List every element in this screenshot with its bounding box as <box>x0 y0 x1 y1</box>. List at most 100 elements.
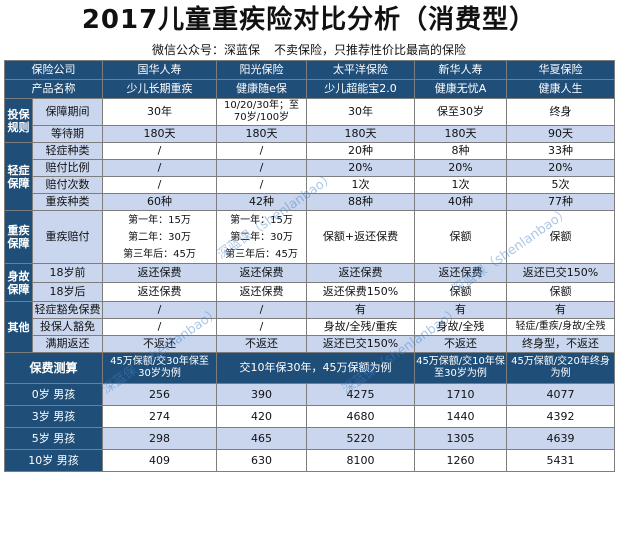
table-cell: 180天 <box>216 125 307 143</box>
table-cell: 5431 <box>506 449 615 472</box>
table-cell: 465 <box>216 427 307 450</box>
table-cell: 8100 <box>306 449 415 472</box>
section-other: 其他 <box>4 301 33 353</box>
row-label: 重疾种类 <box>32 193 103 211</box>
table-cell: 420 <box>216 405 307 428</box>
table-cell: 409 <box>102 449 217 472</box>
table-cell: / <box>216 301 307 319</box>
row-quote: 5岁 男孩 298 465 5220 1305 4639 <box>4 427 615 450</box>
table-cell: 1305 <box>414 427 507 450</box>
crit-pay-line: 第三年后：45万 <box>225 248 298 260</box>
header-cell: 华夏保险 <box>506 60 615 80</box>
row-label: 赔付比例 <box>32 159 103 177</box>
header-row-company: 保险公司 国华人寿 阳光保险 太平洋保险 新华人寿 华夏保险 <box>4 60 615 80</box>
table-cell: 有 <box>306 301 415 319</box>
table-cell: 88种 <box>306 193 415 211</box>
row-death-before: 身故保障 18岁前 返还保费 返还保费 返还保费 返还保费 返还已交150% <box>4 263 615 302</box>
section-mild: 轻症保障 <box>4 142 33 211</box>
quote-header-cell: 45万保额/交30年保至30岁为例 <box>102 352 217 384</box>
table-cell: 1次 <box>306 176 415 194</box>
header-cell: 太平洋保险 <box>306 60 415 80</box>
table-cell: 保额 <box>506 210 615 264</box>
header-cell: 新华人寿 <box>414 60 507 80</box>
table-cell: 返还已交150% <box>506 263 615 283</box>
header-cell: 健康随e保 <box>216 79 307 99</box>
crit-pay-line: 第二年：30万 <box>128 231 191 243</box>
table-cell: 40种 <box>414 193 507 211</box>
crit-pay-line: 第一年：15万 <box>128 214 191 226</box>
table-cell: / <box>102 301 217 319</box>
table-cell: 返还已交150% <box>306 335 415 353</box>
table-cell: 身故/全残/重疾 <box>306 318 415 336</box>
table-cell: 返还保费 <box>102 263 217 283</box>
table-cell: 4639 <box>506 427 615 450</box>
table-cell: 33种 <box>506 142 615 160</box>
table-cell: 180天 <box>102 125 217 143</box>
table-cell: 终身型，不返还 <box>506 335 615 353</box>
quote-label: 3岁 男孩 <box>4 405 103 428</box>
quote-header-cell: 45万保额/交10年保至30岁为例 <box>414 352 507 384</box>
table-cell: / <box>102 176 217 194</box>
header-cell: 产品名称 <box>4 79 103 99</box>
table-cell: 5次 <box>506 176 615 194</box>
header-cell: 国华人寿 <box>102 60 217 80</box>
table-cell: 42种 <box>216 193 307 211</box>
row-period: 投保规则 保障期间 30年 10/20/30年；至70岁/100岁 30年 保至… <box>4 98 615 143</box>
table-cell: 有 <box>506 301 615 319</box>
row-crit-kinds: 重疾种类 60种 42种 88种 40种 77种 <box>5 193 615 211</box>
row-label: 18岁后 <box>32 282 103 302</box>
table-cell: / <box>102 159 217 177</box>
row-quote: 3岁 男孩 274 420 4680 1440 4392 <box>4 405 615 428</box>
table-cell: / <box>216 142 307 160</box>
table-cell: 保额 <box>414 282 507 302</box>
subtitle-slogan: 不卖保险，只推荐性价比最高的保险 <box>274 43 467 57</box>
table-cell: 1440 <box>414 405 507 428</box>
section-death: 身故保障 <box>4 263 33 302</box>
table-cell: 不返还 <box>216 335 307 353</box>
table-cell: 轻症/重疾/身故/全残 <box>506 318 615 336</box>
row-waiting: 等待期 180天 180天 180天 180天 90天 <box>5 125 615 143</box>
subtitle-account: 微信公众号：深蓝保 <box>151 43 260 57</box>
row-mild-times: 赔付次数 / / 1次 1次 5次 <box>5 176 615 194</box>
table-cell: 30年 <box>102 98 217 126</box>
table-cell: 20种 <box>306 142 415 160</box>
row-label: 投保人豁免 <box>32 318 103 336</box>
row-label: 赔付次数 <box>32 176 103 194</box>
row-death-after: 18岁后 返还保费 返还保费 返还保费150% 保额 保额 <box>5 282 615 302</box>
table-cell: 77种 <box>506 193 615 211</box>
header-cell: 少儿长期重疾 <box>102 79 217 99</box>
row-quote: 10岁 男孩 409 630 8100 1260 5431 <box>4 449 615 472</box>
table-cell: 298 <box>102 427 217 450</box>
row-crit-pay: 重疾保障 重疾赔付 第一年：15万 第二年：30万 第三年后：45万 第一年：1… <box>4 210 615 264</box>
comparison-table: 保险公司 国华人寿 阳光保险 太平洋保险 新华人寿 华夏保险 产品名称 少儿长期… <box>4 60 615 472</box>
row-quote: 0岁 男孩 256 390 4275 1710 4077 <box>4 383 615 406</box>
row-label: 轻症种类 <box>32 142 103 160</box>
table-cell: 保额+返还保费 <box>306 210 415 264</box>
table-cell: 终身 <box>506 98 615 126</box>
row-label: 轻症豁免保费 <box>32 301 103 319</box>
quote-label: 0岁 男孩 <box>4 383 103 406</box>
header-row-product: 产品名称 少儿长期重疾 健康随e保 少儿超能宝2.0 健康无忧A 健康人生 <box>4 79 615 99</box>
row-mild-kinds: 轻症保障 轻症种类 / / 20种 8种 33种 <box>4 142 615 211</box>
row-label: 重疾赔付 <box>32 210 103 264</box>
row-label: 18岁前 <box>32 263 103 283</box>
table-cell: 4680 <box>306 405 415 428</box>
header-cell: 保险公司 <box>4 60 103 80</box>
table-cell: / <box>102 318 217 336</box>
header-cell: 阳光保险 <box>216 60 307 80</box>
row-mild-ratio: 赔付比例 / / 20% 20% 20% <box>5 159 615 177</box>
table-cell: 1次 <box>414 176 507 194</box>
crit-pay-line: 第一年：15万 <box>230 214 293 226</box>
table-cell: 10/20/30年；至70岁/100岁 <box>216 98 307 126</box>
table-cell: 4275 <box>306 383 415 406</box>
table-cell: 180天 <box>414 125 507 143</box>
row-waiver-mild: 其他 轻症豁免保费 / / 有 有 有 <box>4 301 615 353</box>
table-cell: 身故/全残 <box>414 318 507 336</box>
table-cell: 630 <box>216 449 307 472</box>
table-cell: 不返还 <box>414 335 507 353</box>
quote-label: 5岁 男孩 <box>4 427 103 450</box>
table-cell: 4392 <box>506 405 615 428</box>
table-cell: 90天 <box>506 125 615 143</box>
quote-header-cell: 交10年保30年，45万保额为例 <box>216 352 415 384</box>
crit-pay-line: 第三年后：45万 <box>123 248 196 260</box>
